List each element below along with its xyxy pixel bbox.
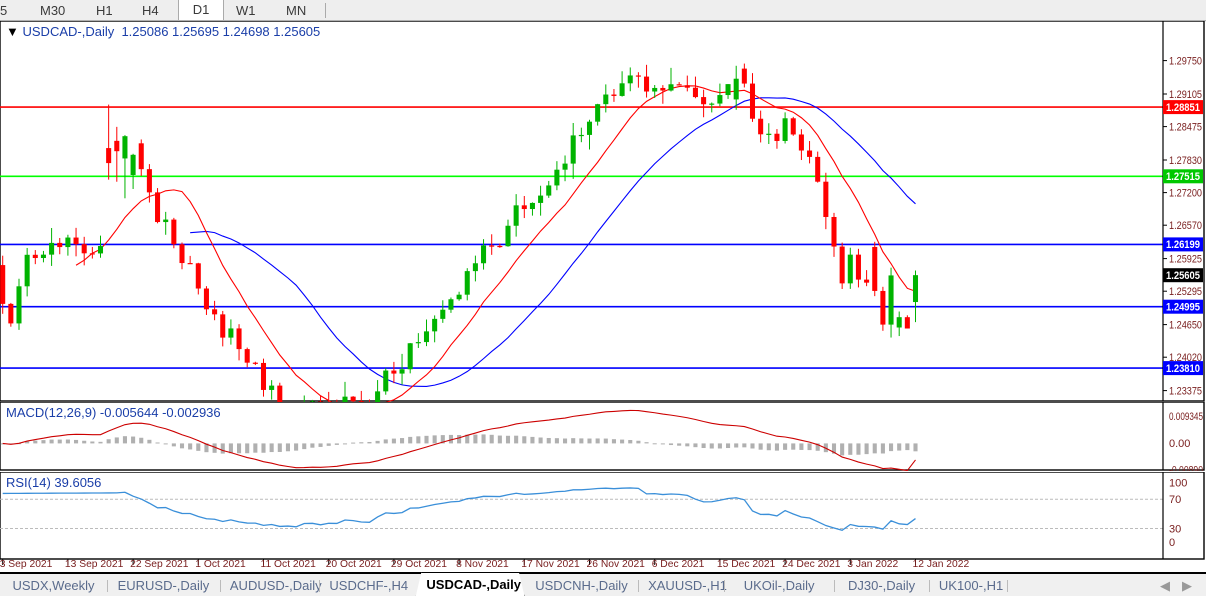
svg-text:1.25295: 1.25295 — [1169, 286, 1202, 298]
svg-text:100: 100 — [1169, 478, 1187, 490]
svg-text:0.009345: 0.009345 — [1169, 411, 1203, 423]
svg-text:0: 0 — [1169, 537, 1175, 549]
svg-text:1.26199: 1.26199 — [1166, 239, 1200, 251]
svg-text:1.23810: 1.23810 — [1166, 363, 1200, 375]
svg-text:1.29105: 1.29105 — [1169, 89, 1202, 101]
svg-text:1.28475: 1.28475 — [1169, 121, 1202, 133]
svg-text:1.26570: 1.26570 — [1169, 220, 1202, 232]
svg-text:1.23375: 1.23375 — [1169, 385, 1202, 397]
svg-text:1.29750: 1.29750 — [1169, 55, 1202, 67]
svg-text:0.00: 0.00 — [1169, 438, 1190, 450]
svg-text:30: 30 — [1169, 523, 1181, 535]
svg-text:-0.00890: -0.00890 — [1169, 465, 1203, 471]
svg-text:70: 70 — [1169, 494, 1181, 506]
svg-text:1.27830: 1.27830 — [1169, 155, 1202, 167]
svg-text:1.27200: 1.27200 — [1169, 187, 1202, 199]
svg-text:1.24995: 1.24995 — [1166, 302, 1200, 314]
svg-text:1.25925: 1.25925 — [1169, 253, 1202, 265]
svg-text:1.24650: 1.24650 — [1169, 319, 1202, 331]
svg-text:1.28851: 1.28851 — [1166, 102, 1200, 114]
svg-text:1.27515: 1.27515 — [1166, 171, 1200, 183]
svg-text:1.25605: 1.25605 — [1166, 270, 1200, 282]
